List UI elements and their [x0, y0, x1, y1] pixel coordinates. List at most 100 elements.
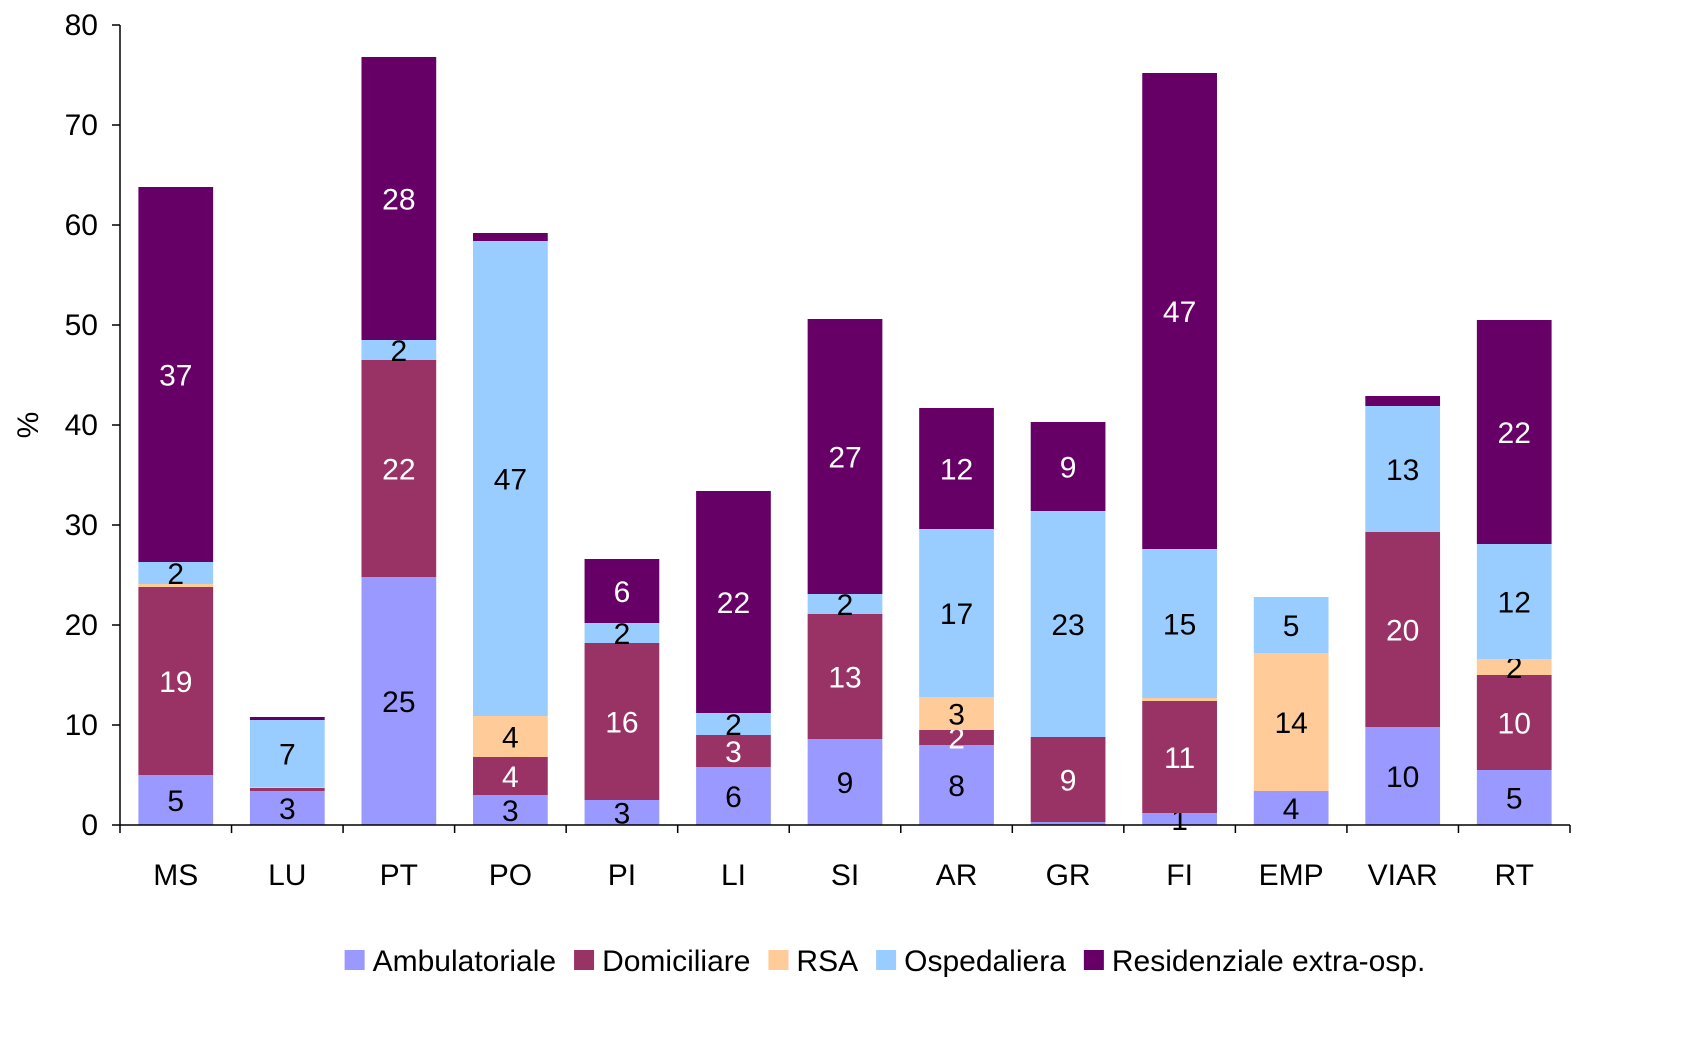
- y-tick-label: 10: [65, 709, 98, 742]
- bar-segment-ambulatoriale: [1476, 770, 1552, 825]
- data-label: 8: [948, 770, 965, 803]
- data-label: 37: [159, 360, 192, 393]
- bar-segment-residenziale-extra-osp: [138, 187, 214, 562]
- x-tick-label: PT: [380, 859, 418, 892]
- legend: Ambulatoriale Domiciliare RSA Ospedaliera Re…: [344, 945, 1425, 978]
- bar-segment-ambulatoriale: [1253, 791, 1329, 825]
- data-label: 5: [1283, 610, 1300, 643]
- bar-segment-domiciliare: [807, 614, 883, 739]
- y-tick-label: 80: [65, 9, 98, 42]
- data-label: 3: [279, 793, 296, 826]
- legend-label: Ospedaliera: [904, 945, 1066, 978]
- x-tick-label: LU: [268, 859, 306, 892]
- data-label: 20: [1386, 615, 1419, 648]
- data-label: 22: [717, 587, 750, 620]
- data-label: 4: [1283, 793, 1300, 826]
- data-label: 3: [725, 736, 742, 769]
- bar-stack-ar: 8 23 17 12: [919, 408, 994, 825]
- data-label: 19: [159, 666, 192, 699]
- y-tick-label: 70: [65, 109, 98, 142]
- x-tick-label: AR: [936, 859, 978, 892]
- bar-segment-rsa: [1253, 653, 1329, 791]
- bar-segment-residenziale-extra-osp: [919, 408, 994, 529]
- bar-segment-ospedaliera: [249, 720, 325, 787]
- bar-segment-domiciliare: [1365, 532, 1441, 727]
- bar-segment-rsa: [138, 584, 214, 587]
- data-label: 22: [382, 454, 415, 487]
- data-label: 11: [1164, 742, 1195, 775]
- bar-segment-domiciliare: [1030, 737, 1106, 822]
- bar-segment-residenziale-extra-osp: [696, 491, 771, 713]
- data-label: 3: [614, 798, 631, 831]
- data-label: 25: [382, 686, 415, 719]
- data-label: 4: [502, 761, 519, 794]
- bar-segment-residenziale-extra-osp: [584, 559, 660, 623]
- legend-item: Ospedaliera: [876, 945, 1066, 978]
- bar-segment-ospedaliera: [1476, 544, 1552, 659]
- x-tick-label: FI: [1166, 859, 1193, 892]
- y-axis: 0 10 20 30 40 50 60 70 80: [65, 9, 121, 842]
- data-label: 23: [1051, 609, 1084, 642]
- data-label: 10: [1386, 761, 1419, 794]
- data-label: 15: [1163, 609, 1196, 642]
- legend-item: RSA: [768, 945, 858, 978]
- bar-segment-residenziale-extra-osp: [807, 319, 883, 594]
- y-tick-label: 40: [65, 409, 98, 442]
- x-tick-label: VIAR: [1368, 859, 1438, 892]
- data-label: 13: [828, 662, 861, 695]
- data-label: 2: [1506, 652, 1523, 685]
- bar-segment-rsa: [1142, 698, 1217, 701]
- data-label: 14: [1274, 707, 1307, 740]
- bar-segment-ambulatoriale: [696, 767, 771, 825]
- bar-segment-ospedaliera: [1253, 597, 1329, 653]
- data-label: 2: [167, 558, 184, 591]
- bar-segment-rsa: [249, 787, 325, 788]
- data-label: 5: [1506, 783, 1523, 816]
- bar-stack-lu: 37: [249, 717, 325, 826]
- data-label: 27: [828, 442, 861, 475]
- data-label: 28: [382, 184, 415, 217]
- data-label: 2: [948, 723, 965, 756]
- bar-segment-ambulatoriale: [361, 577, 437, 825]
- bar-segment-ambulatoriale: [138, 775, 214, 825]
- bar-segment-domiciliare: [249, 788, 325, 791]
- bar-segment-domiciliare: [584, 643, 660, 800]
- x-tick-label: SI: [831, 859, 859, 892]
- bar-segment-residenziale-extra-osp: [361, 57, 437, 340]
- bar-segment-residenziale-extra-osp: [249, 717, 325, 720]
- bar-segment-ospedaliera: [138, 562, 214, 584]
- bar-segment-ambulatoriale: [807, 739, 883, 825]
- bar-stack-si: 9 13 2 27: [807, 319, 883, 825]
- bars: 5192373725222283444731626632229132278231…: [138, 57, 1552, 837]
- bar-segment-ambulatoriale: [1030, 822, 1106, 825]
- data-label: 7: [279, 739, 296, 772]
- data-label: 2: [391, 335, 408, 368]
- bar-segment-domiciliare: [1142, 701, 1217, 813]
- x-tick-label: LI: [721, 859, 746, 892]
- y-tick-label: 60: [65, 209, 98, 242]
- data-label: 6: [725, 781, 742, 814]
- bar-segment-ospedaliera: [1142, 549, 1217, 698]
- legend-item: Ambulatoriale: [344, 945, 556, 978]
- bar-segment-domiciliare: [919, 730, 994, 745]
- bar-segment-ospedaliera: [1365, 406, 1441, 532]
- bar-stack-pi: 3 16 2 6: [584, 559, 660, 831]
- bar-segment-residenziale-extra-osp: [1365, 396, 1441, 406]
- legend-label: Domiciliare: [602, 945, 750, 978]
- data-label: 47: [494, 464, 527, 497]
- bar-segment-rsa: [919, 697, 994, 730]
- bar-segment-ospedaliera: [361, 340, 437, 360]
- bar-segment-domiciliare: [138, 587, 214, 775]
- bar-segment-domiciliare: [1476, 675, 1552, 770]
- data-label: 3: [502, 795, 519, 828]
- legend-swatch: [768, 950, 789, 970]
- legend-swatch: [344, 950, 365, 970]
- x-tick-label: GR: [1046, 859, 1091, 892]
- data-label: 2: [725, 709, 742, 742]
- bar-stack-emp: 4 14 5: [1253, 597, 1329, 826]
- data-label: 47: [1163, 296, 1196, 329]
- data-label: 2: [614, 618, 631, 651]
